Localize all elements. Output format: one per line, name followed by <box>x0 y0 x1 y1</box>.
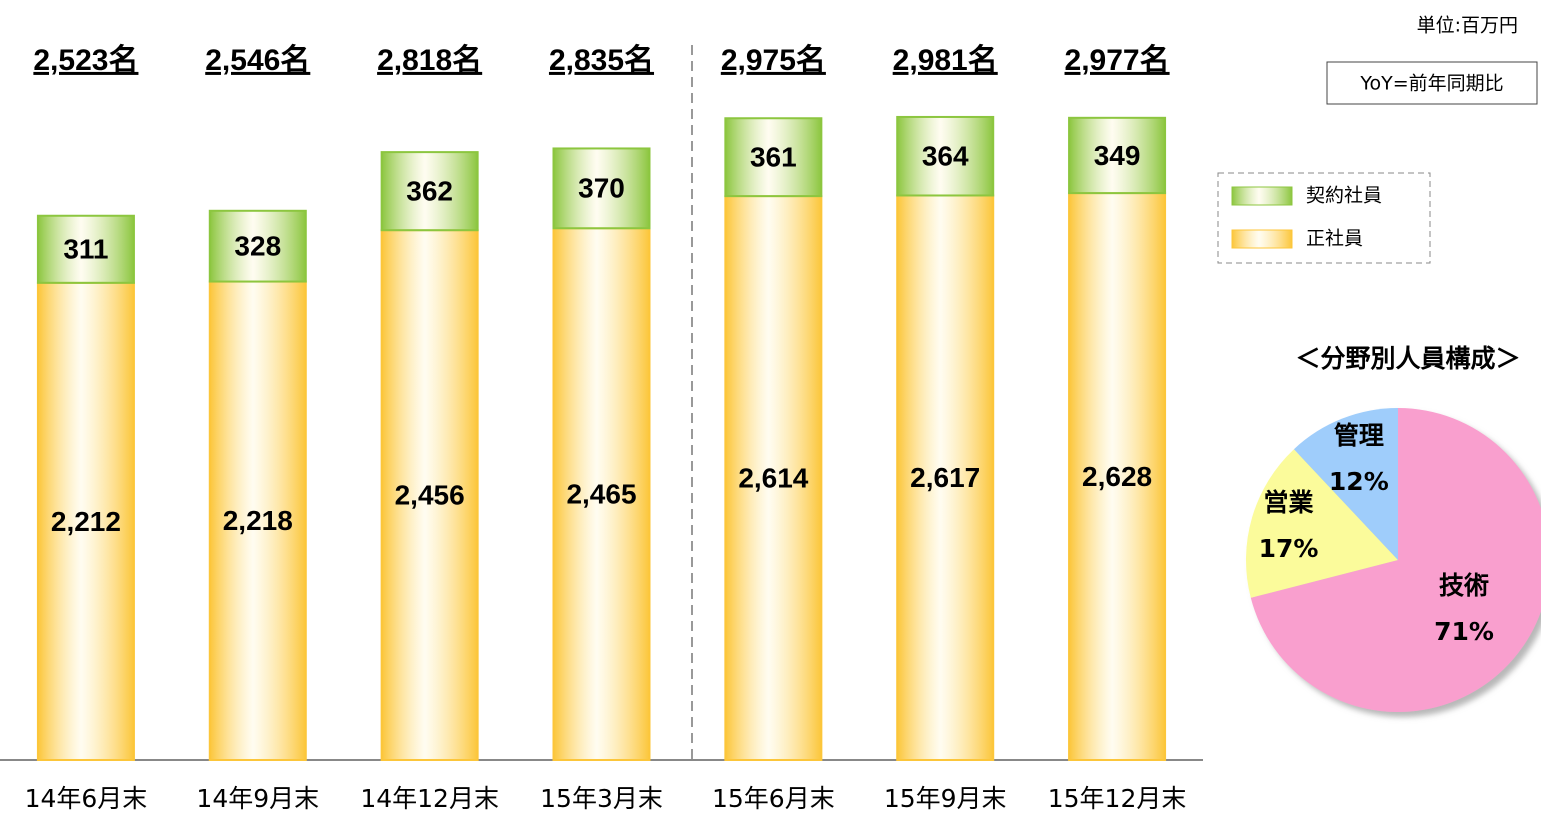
pie-slice <box>1246 449 1398 598</box>
bar-segment <box>896 115 995 197</box>
pie-value-label: 12% <box>1329 467 1389 496</box>
pie-category: 管理 <box>1334 421 1384 450</box>
data-label: 349 <box>1094 140 1141 171</box>
data-label: 311 <box>63 234 108 265</box>
bar-segment <box>36 214 135 284</box>
data-label: 2,628 <box>1082 461 1152 492</box>
bar-segment <box>36 281 135 761</box>
data-label: 2,465 <box>566 479 636 510</box>
legend-swatch <box>1231 229 1293 249</box>
total-label: 2,975名 <box>721 44 826 77</box>
pie-slice <box>1293 408 1398 560</box>
bar-segment <box>552 147 651 230</box>
legend-label: 契約社員 <box>1306 185 1382 207</box>
data-label: 2,218 <box>223 505 293 536</box>
data-label: 361 <box>750 142 797 173</box>
total-label: 2,835名 <box>549 44 654 77</box>
bar-segment <box>724 195 823 761</box>
x-tick-label: 15年12月末 <box>1048 784 1187 813</box>
pie-value-label: 17% <box>1259 534 1319 563</box>
note-label: YoY=前年同期比 <box>1359 73 1503 95</box>
pie-category: 営業 <box>1264 488 1314 517</box>
x-tick-label: 15年6月末 <box>712 784 835 813</box>
data-label: 370 <box>578 173 625 204</box>
pie-value-label: 71% <box>1434 617 1494 646</box>
bar-segment <box>208 280 307 761</box>
x-tick-label: 14年9月末 <box>196 784 319 813</box>
bar-segment <box>896 194 995 761</box>
data-label: 2,456 <box>395 479 465 510</box>
data-label: 2,617 <box>910 462 980 493</box>
total-label: 2,818名 <box>377 44 482 77</box>
legend-box <box>1217 172 1431 264</box>
note-box <box>1326 61 1538 105</box>
bar-segment <box>380 229 479 762</box>
total-label: 2,546名 <box>205 44 310 77</box>
x-tick-label: 15年9月末 <box>884 784 1007 813</box>
total-label: 2,977名 <box>1065 44 1170 77</box>
pie-title: ＜分野別人員構成＞ <box>1295 344 1520 373</box>
pie-category: 技術 <box>1439 571 1489 600</box>
legend-label: 正社員 <box>1306 228 1363 250</box>
pie-slice <box>1250 408 1541 712</box>
unit-label: 単位:百万円 <box>1417 15 1518 37</box>
total-label: 2,981名 <box>893 44 998 77</box>
data-label: 364 <box>922 141 969 172</box>
x-tick-label: 14年12月末 <box>360 784 499 813</box>
data-label: 328 <box>234 231 281 262</box>
data-label: 2,212 <box>51 506 121 537</box>
pie <box>1246 408 1541 712</box>
bar-segment <box>380 151 479 232</box>
data-label: 2,614 <box>738 462 808 493</box>
data-label: 362 <box>406 176 453 207</box>
bar-segment <box>208 209 307 283</box>
x-tick-label: 14年6月末 <box>25 784 148 813</box>
x-tick-label: 15年3月末 <box>540 784 663 813</box>
legend-swatch <box>1231 186 1293 206</box>
bar-segment <box>724 117 823 198</box>
total-label: 2,523名 <box>33 44 138 77</box>
bar-segment <box>1068 116 1167 195</box>
bar-segment <box>1068 192 1167 762</box>
